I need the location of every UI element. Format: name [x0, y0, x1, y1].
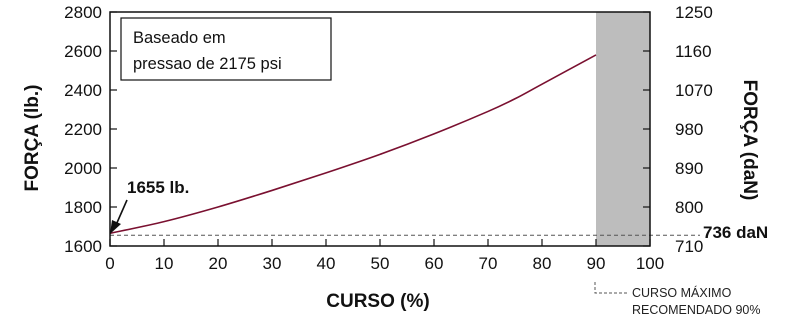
start-value-label: 1655 lb. — [127, 178, 189, 197]
max-note-leader — [594, 282, 628, 294]
right-y-tick-label: 980 — [675, 120, 703, 139]
right-y-tick-label: 1160 — [675, 42, 712, 61]
max-note-line-1: CURSO MÁXIMO — [632, 285, 732, 300]
x-tick-label: 20 — [209, 254, 228, 273]
note-line-2: pressao de 2175 psi — [133, 55, 282, 73]
right-y-axis-title: FORÇA (daN) — [739, 80, 760, 201]
x-tick-label: 60 — [425, 254, 444, 273]
start-value-arrow-head — [110, 220, 121, 234]
x-tick-label: 10 — [155, 254, 174, 273]
left-y-tick-label: 2200 — [64, 120, 102, 139]
left-y-tick-label: 2800 — [64, 3, 102, 22]
x-tick-label: 0 — [105, 254, 114, 273]
right-y-tick-label: 1070 — [675, 81, 713, 100]
force-curve-line — [109, 54, 597, 235]
x-tick-label: 50 — [371, 254, 390, 273]
x-tick-label: 100 — [636, 254, 664, 273]
recommended-limit-shaded-region — [596, 12, 650, 246]
start-value-arrow-shaft — [115, 199, 128, 226]
right-y-tick-label: 710 — [675, 237, 703, 256]
max-note-line-2: RECOMENDADO 90% — [632, 303, 761, 317]
x-tick-label: 30 — [263, 254, 282, 273]
right-y-tick-label: 890 — [675, 159, 703, 178]
plot-frame — [109, 11, 651, 247]
x-axis-title: CURSO (%) — [326, 291, 429, 312]
left-y-axis-title: FORÇA (lb.) — [22, 85, 43, 192]
left-y-tick-label: 1800 — [64, 198, 102, 217]
x-tick-label: 90 — [587, 254, 606, 273]
x-tick-label: 70 — [479, 254, 498, 273]
x-tick-label: 40 — [317, 254, 336, 273]
left-y-tick-label: 2600 — [64, 42, 102, 61]
note-box — [120, 17, 332, 81]
right-y-tick-label: 800 — [675, 198, 703, 217]
reference-right-label: 736 daN — [703, 223, 768, 242]
left-y-tick-label: 2000 — [64, 159, 102, 178]
left-y-tick-label: 1600 — [64, 237, 102, 256]
x-axis-ticks: 0 10 20 30 40 50 60 70 80 90 100 — [105, 239, 664, 273]
right-y-tick-label: 1250 — [675, 3, 713, 22]
right-y-axis-ticks: 710 800 890 980 1070 1160 1250 — [643, 3, 713, 256]
note-line-1: Baseado em — [133, 29, 226, 47]
left-y-tick-label: 2400 — [64, 81, 102, 100]
left-y-axis-ticks: 1600 1800 2000 2200 2400 2600 2800 — [64, 3, 117, 256]
x-tick-label: 80 — [533, 254, 552, 273]
